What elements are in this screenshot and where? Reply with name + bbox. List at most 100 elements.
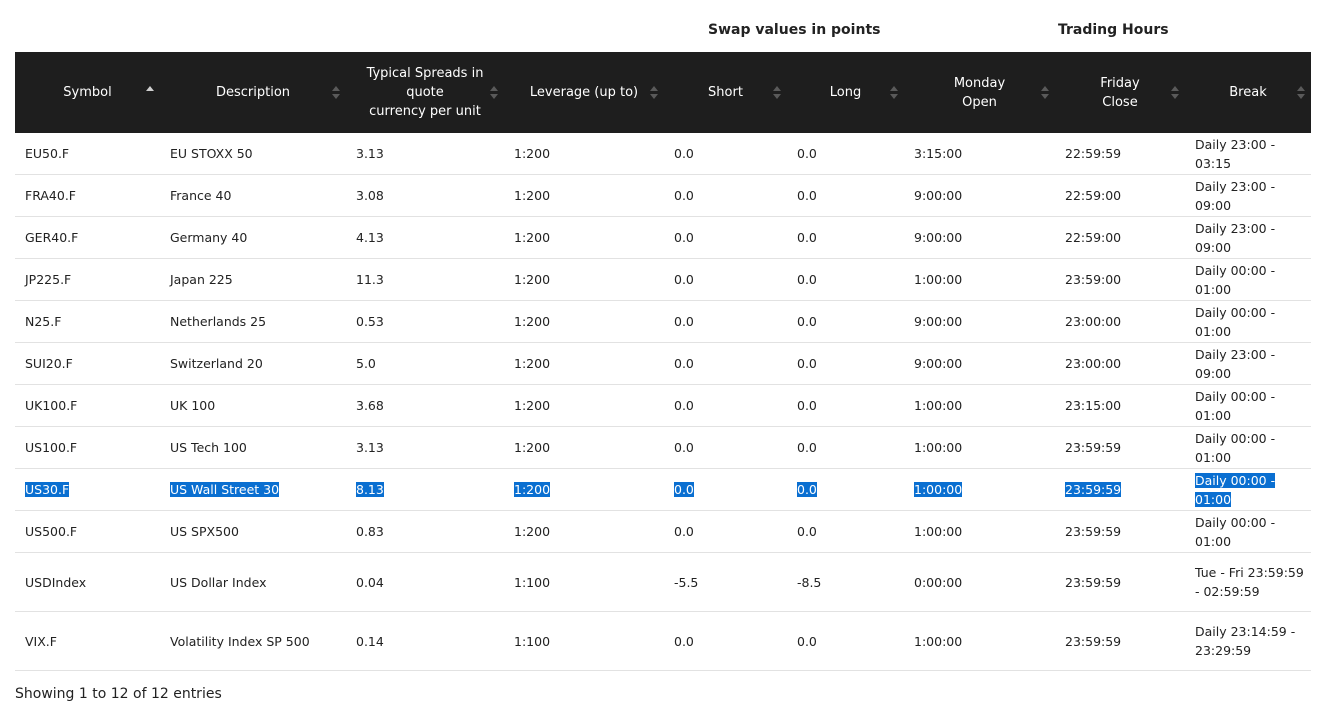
symbol-cell[interactable]: GER40.F	[15, 216, 160, 259]
table-row: USDIndex US Dollar Index 0.04 1:100 -5.5 -8.5…	[15, 552, 1311, 612]
spread-cell: 0.04	[346, 552, 504, 612]
table-body: EU50.F EU STOXX 50 3.13 1:200 0.0 0.0 3:15:00 2…	[15, 133, 1311, 671]
cell-value: 0.0	[797, 482, 817, 497]
spread-cell: 3.13	[346, 426, 504, 469]
monday-open-cell: 3:15:00	[904, 133, 1055, 175]
symbol-link[interactable]: FRA40.F	[25, 188, 76, 203]
spread-cell: 11.3	[346, 258, 504, 301]
sort-both-icon	[1041, 84, 1049, 102]
cell-value: 9:00:00	[914, 356, 963, 371]
column-header-label-line: quote	[406, 85, 444, 100]
column-header-monday-open[interactable]: Monday Open	[904, 52, 1055, 133]
cell-value: 1:100	[514, 574, 551, 590]
symbol-link[interactable]: UK100.F	[25, 398, 78, 413]
symbol-cell[interactable]: JP225.F	[15, 258, 160, 301]
symbol-link[interactable]: GER40.F	[25, 230, 79, 245]
symbol-cell[interactable]: EU50.F	[15, 133, 160, 175]
symbol-link[interactable]: USDIndex	[25, 574, 87, 590]
symbol-link[interactable]: JP225.F	[25, 272, 72, 287]
table-row: FRA40.F France 40 3.08 1:200 0.0 0.0 9:00:00 22…	[15, 174, 1311, 217]
symbol-cell[interactable]: SUI20.F	[15, 342, 160, 385]
symbol-cell[interactable]: US500.F	[15, 510, 160, 553]
cell-value: 4.13	[356, 230, 384, 245]
cell-value: 0.0	[674, 188, 694, 203]
cell-value: US Wall Street 30	[170, 482, 280, 497]
description-cell: Switzerland 20	[160, 342, 346, 385]
symbol-link[interactable]: SUI20.F	[25, 356, 73, 371]
long-swap-cell: 0.0	[787, 468, 904, 511]
symbol-link[interactable]: EU50.F	[25, 146, 70, 161]
cell-value: 0.0	[797, 398, 817, 413]
cell-value: 0.0	[674, 146, 694, 161]
column-header-label-line: Typical Spreads in	[366, 66, 484, 81]
cell-value: 0.0	[797, 633, 817, 649]
column-header-typical-spreads[interactable]: Typical Spreads in quote currency per unit	[346, 52, 504, 133]
symbol-cell[interactable]: N25.F	[15, 300, 160, 343]
sort-both-icon	[332, 84, 340, 102]
friday-close-cell: 23:59:59	[1055, 468, 1185, 511]
short-swap-cell: 0.0	[664, 300, 787, 343]
symbol-cell[interactable]: US100.F	[15, 426, 160, 469]
cell-value: France 40	[170, 188, 232, 203]
cell-value: US Dollar Index	[170, 574, 267, 590]
description-cell: US Tech 100	[160, 426, 346, 469]
symbol-link[interactable]: US500.F	[25, 524, 78, 539]
monday-open-cell: 9:00:00	[904, 216, 1055, 259]
break-cell: Daily 23:00 - 09:00	[1185, 174, 1311, 217]
column-header-label-line: Monday	[953, 75, 1006, 91]
column-header-symbol[interactable]: Symbol	[15, 52, 160, 133]
column-header-break[interactable]: Break	[1185, 52, 1311, 133]
long-swap-cell: 0.0	[787, 174, 904, 217]
cell-value: UK 100	[170, 398, 216, 413]
symbol-cell[interactable]: UK100.F	[15, 384, 160, 427]
break-cell: Daily 00:00 - 01:00	[1185, 384, 1311, 427]
column-header-label: Short	[708, 85, 743, 100]
column-header-long[interactable]: Long	[787, 52, 904, 133]
symbol-link[interactable]: N25.F	[25, 314, 62, 329]
cell-value: 0.0	[674, 230, 694, 245]
cell-value: 23:59:59	[1065, 524, 1122, 539]
sort-both-icon	[490, 84, 498, 102]
friday-close-cell: 22:59:59	[1055, 133, 1185, 175]
description-cell: UK 100	[160, 384, 346, 427]
cell-value: 0.0	[797, 188, 817, 203]
symbol-cell[interactable]: FRA40.F	[15, 174, 160, 217]
symbol-link[interactable]: US30.F	[25, 482, 70, 497]
symbol-cell[interactable]: USDIndex	[15, 552, 160, 612]
break-cell: Daily 00:00 - 01:00	[1185, 468, 1311, 511]
cell-value: 0.0	[797, 272, 817, 287]
column-header-leverage[interactable]: Leverage (up to)	[504, 52, 664, 133]
symbol-link[interactable]: VIX.F	[25, 633, 57, 649]
monday-open-cell: 9:00:00	[904, 300, 1055, 343]
sort-both-icon	[650, 84, 658, 102]
table-header-row: Symbol Description Typical Spreads in quote…	[15, 52, 1311, 133]
symbol-link[interactable]: US100.F	[25, 440, 78, 455]
symbol-cell[interactable]: US30.F	[15, 468, 160, 511]
friday-close-cell: 22:59:00	[1055, 174, 1185, 217]
spread-cell: 3.13	[346, 133, 504, 175]
short-swap-cell: 0.0	[664, 510, 787, 553]
trading-hours-group-header: Trading Hours	[1058, 22, 1169, 38]
symbol-cell[interactable]: VIX.F	[15, 611, 160, 671]
short-swap-cell: 0.0	[664, 133, 787, 175]
column-header-description[interactable]: Description	[160, 52, 346, 133]
column-header-label: Break	[1229, 85, 1267, 100]
cell-value: 23:59:59	[1065, 574, 1122, 590]
monday-open-cell: 9:00:00	[904, 174, 1055, 217]
cell-value: Daily 00:00 - 01:00	[1195, 262, 1276, 297]
break-cell: Tue - Fri 23:59:59 - 02:59:59	[1185, 552, 1311, 612]
cell-value: 1:200	[514, 146, 551, 161]
spread-cell: 5.0	[346, 342, 504, 385]
cell-value: 11.3	[356, 272, 384, 287]
short-swap-cell: 0.0	[664, 611, 787, 671]
column-header-short[interactable]: Short	[664, 52, 787, 133]
leverage-cell: 1:200	[504, 300, 664, 343]
long-swap-cell: 0.0	[787, 258, 904, 301]
cell-value: 0.0	[797, 524, 817, 539]
monday-open-cell: 1:00:00	[904, 510, 1055, 553]
leverage-cell: 1:200	[504, 510, 664, 553]
cell-value: 0.83	[356, 524, 384, 539]
column-header-friday-close[interactable]: Friday Close	[1055, 52, 1185, 133]
break-cell: Daily 00:00 - 01:00	[1185, 300, 1311, 343]
